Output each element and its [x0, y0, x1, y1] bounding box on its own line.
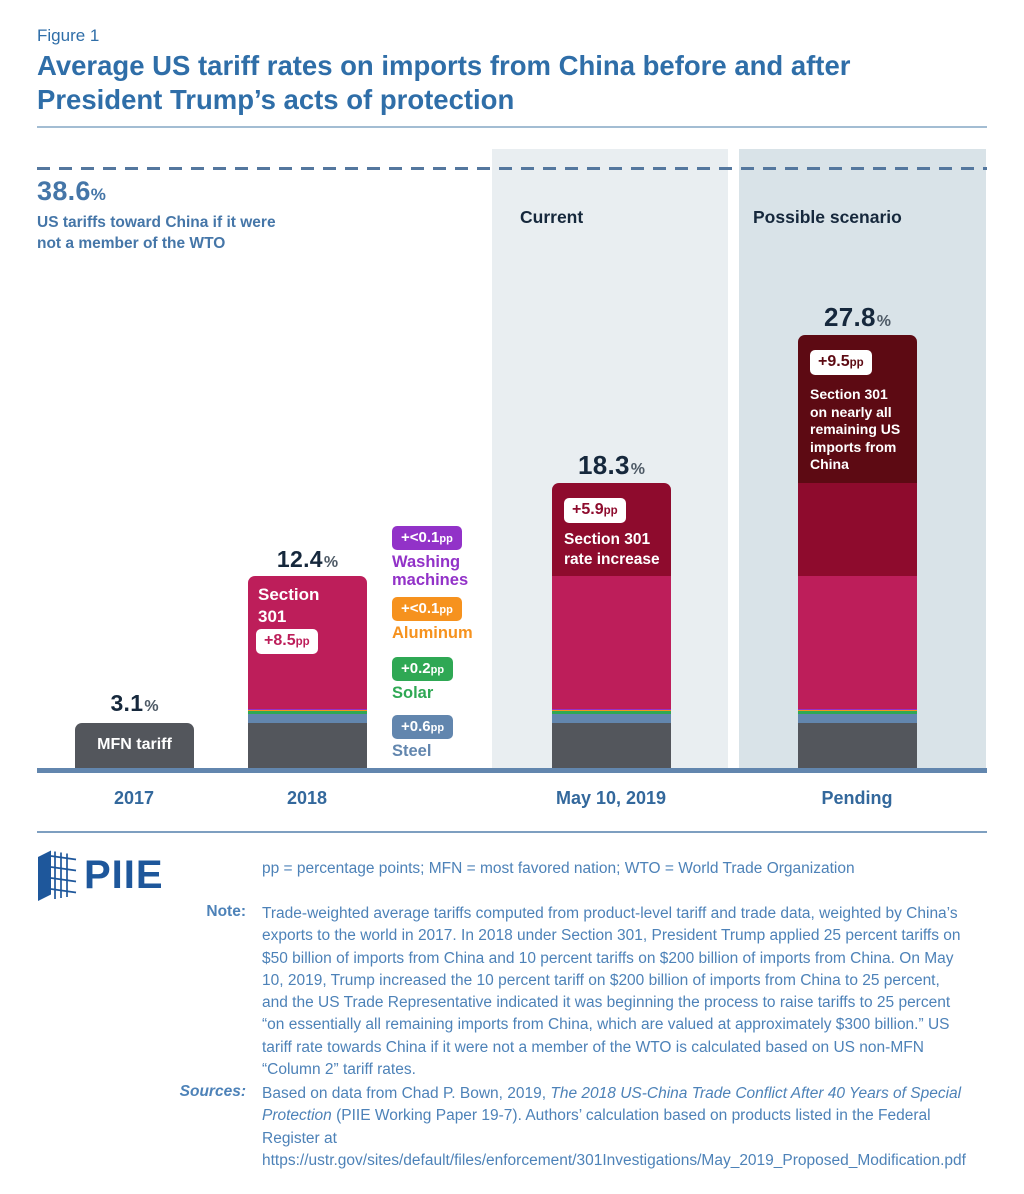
wto-benchmark-value: 38.6% [37, 176, 106, 206]
note-label: Note: [206, 903, 246, 920]
footer-divider [37, 831, 987, 833]
bar-segment-pending-section-301 [798, 575, 917, 709]
legend-badge-solar: +0.2pp [392, 657, 454, 681]
legend-item-solar: +0.2pp Solar [392, 657, 492, 703]
axis-label-may-2019: May 10, 2019 [555, 788, 667, 808]
page-title: Average US tariff rates on imports from … [37, 50, 851, 115]
bar-segment-2018-washing-machines [248, 708, 367, 710]
bar-segment-pending-washing-machines [798, 708, 917, 710]
axis-label-2018: 2018 [286, 788, 328, 808]
axis-label-pending: Pending [821, 788, 893, 808]
value-label-pending: 27.8% [823, 302, 892, 332]
badge-plus-8-5pp: +8.5pp [256, 629, 318, 654]
bar-segment-pending-solar [798, 710, 917, 715]
bar-segment-may-10-2019-section-301 [552, 575, 671, 709]
panel-label-current: Current [520, 207, 584, 227]
section-301-label: Section 301 [258, 585, 320, 626]
axis-label-2017: 2017 [113, 788, 155, 808]
badge-plus-5-9pp: +5.9pp [564, 498, 626, 523]
legend-item-steel: +0.6pp Steel [392, 715, 492, 761]
legend-label-solar: Solar [392, 684, 434, 702]
piie-logo-text: PIIE [84, 853, 164, 897]
bar-segment-pending-aluminum [798, 709, 917, 711]
wto-benchmark-dashed-line [37, 167, 987, 170]
bar-segment-2017-mfn-tariff [75, 723, 194, 772]
wto-benchmark-callout: 38.6% US tariffs toward China if it were… [37, 176, 292, 254]
section-301-remaining-imports-label: Section 301 on nearly all remaining US i… [810, 386, 901, 472]
bar-segment-may-10-2019-washing-machines [552, 708, 671, 710]
sources-text: Based on data from Chad P. Bown, 2019, T… [262, 1085, 966, 1169]
bar-segment-2018-steel [248, 714, 367, 724]
x-axis-line [37, 768, 987, 773]
bar-segment-2018-mfn-tariff [248, 723, 367, 772]
title-divider [37, 126, 987, 128]
bar-segment-may-10-2019-steel [552, 714, 671, 724]
section-301-rate-increase-label: Section 301 rate increase [564, 531, 660, 568]
bar-segment-may-10-2019-aluminum [552, 709, 671, 711]
legend-label-washing-machines: Washing machines [392, 553, 469, 589]
bar-segment-pending-mfn-tariff [798, 723, 917, 772]
sources-label: Sources: [179, 1083, 246, 1100]
legend-label-steel: Steel [392, 742, 432, 760]
bar-segment-may-10-2019-solar [552, 710, 671, 715]
legend-label-aluminum: Aluminum [392, 624, 473, 642]
piie-logo-icon [37, 849, 79, 906]
value-label-2017: 3.1% [110, 690, 159, 716]
bar-segment-pending-steel [798, 714, 917, 724]
value-label-may-2019: 18.3% [577, 450, 646, 480]
legend-item-washing-machines: +<0.1pp Washing machines [392, 526, 492, 589]
bar-segment-may-10-2019-mfn-tariff [552, 723, 671, 772]
badge-plus-9-5pp: +9.5pp [810, 350, 872, 375]
bar-segment-2018-aluminum [248, 709, 367, 711]
figure-label: Figure 1 [37, 26, 100, 45]
abbreviations-note: pp = percentage points; MFN = most favor… [262, 860, 855, 877]
mfn-tariff-label: MFN tariff [97, 736, 172, 753]
sources-citation-title: The 2018 US-China Trade Conflict After 4… [262, 1085, 962, 1125]
legend-item-aluminum: +<0.1pp Aluminum [392, 597, 492, 643]
legend-badge-aluminum: +<0.1pp [392, 597, 462, 621]
wto-benchmark-caption: US tariffs toward China if it were not a… [37, 214, 276, 252]
value-label-2018: 12.4% [276, 546, 339, 572]
bar-segment-pending-section-301-rate-increase [798, 483, 917, 576]
panel-label-possible-scenario: Possible scenario [753, 207, 902, 227]
legend-badge-steel: +0.6pp [392, 715, 454, 739]
bar-segment-2018-solar [248, 710, 367, 715]
note-text: Trade-weighted average tariffs computed … [262, 905, 961, 1079]
legend-badge-washing-machines: +<0.1pp [392, 526, 462, 550]
